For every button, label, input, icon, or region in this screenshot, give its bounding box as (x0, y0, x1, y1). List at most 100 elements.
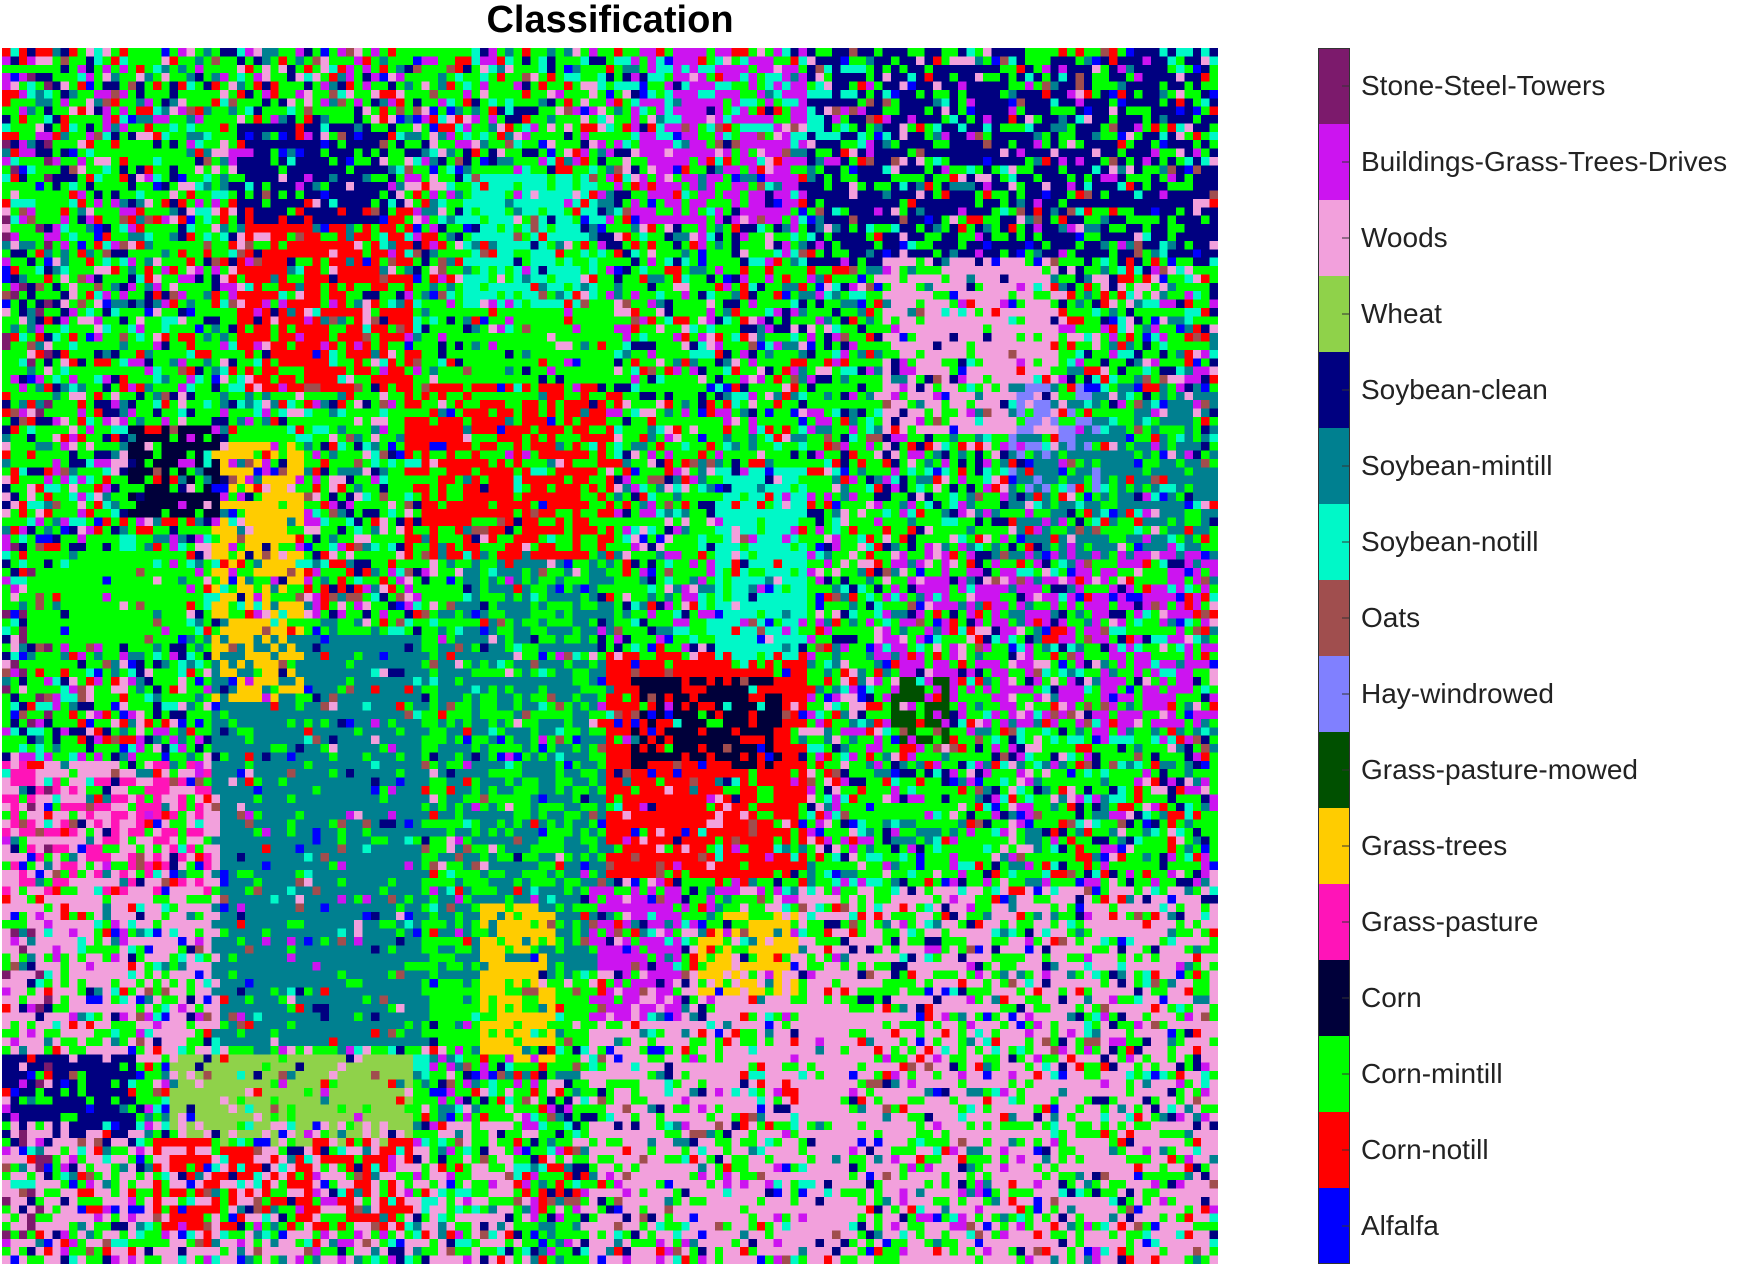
map-pixel-run (1134, 408, 1151, 417)
map-pixel-run (698, 333, 707, 342)
map-pixel-run (362, 291, 380, 300)
map-pixel-run (672, 316, 690, 325)
map-pixel-run (983, 224, 992, 233)
map-pixel-run (823, 341, 833, 350)
map-pixel-run (1025, 98, 1051, 107)
map-pixel-run (991, 165, 1000, 174)
map-pixel-run (916, 307, 925, 317)
map-pixel-run (882, 165, 891, 174)
map-pixel-run (924, 73, 933, 82)
map-pixel-run (396, 106, 405, 116)
map-pixel-run (220, 375, 229, 384)
map-pixel-run (656, 56, 665, 65)
map-pixel-run (538, 207, 548, 216)
map-pixel-run (1025, 123, 1034, 132)
map-pixel-run (622, 341, 631, 350)
map-pixel-run (1184, 316, 1193, 325)
map-pixel-run (941, 81, 959, 90)
map-pixel-run (513, 198, 564, 208)
map-pixel-run (1159, 416, 1193, 426)
map-pixel-run (798, 341, 808, 350)
map-pixel-run (35, 89, 44, 99)
map-pixel-run (228, 341, 237, 350)
map-pixel-run (379, 56, 388, 65)
map-pixel-run (723, 73, 740, 82)
map-pixel-run (958, 106, 967, 116)
map-pixel-run (597, 458, 623, 468)
map-pixel-run (161, 48, 170, 57)
map-pixel-run (220, 182, 229, 191)
map-pixel-run (1192, 266, 1218, 275)
map-pixel-run (672, 366, 682, 376)
map-pixel-run (505, 266, 514, 275)
map-pixel-run (52, 391, 61, 401)
map-pixel-run (563, 383, 573, 392)
map-pixel-run (647, 173, 657, 183)
map-pixel-run (823, 358, 833, 367)
map-pixel-run (890, 433, 908, 443)
map-pixel-run (1016, 148, 1026, 158)
map-pixel-run (1209, 131, 1218, 141)
map-pixel-run (387, 56, 413, 65)
map-pixel-run (161, 98, 170, 107)
map-pixel-run (983, 383, 992, 392)
map-pixel-run (781, 282, 799, 292)
map-pixel-run (1201, 207, 1218, 216)
map-pixel-run (1075, 48, 1084, 57)
map-pixel-run (136, 224, 145, 233)
map-pixel-run (681, 198, 690, 208)
map-pixel-run (27, 383, 36, 392)
map-pixel-run (69, 282, 78, 292)
map-pixel-run (1075, 442, 1084, 451)
map-pixel-run (698, 341, 707, 350)
map-pixel-run (1117, 416, 1135, 426)
map-pixel-run (312, 433, 330, 443)
map-pixel-run (882, 207, 891, 216)
map-pixel-run (505, 274, 514, 283)
map-pixel-run (345, 316, 355, 325)
map-pixel-run (840, 56, 850, 65)
map-pixel-run (974, 115, 984, 124)
map-pixel-run (748, 81, 757, 90)
map-pixel-run (496, 123, 506, 132)
map-pixel-run (211, 366, 221, 376)
map-pixel-run (823, 458, 833, 468)
map-pixel-run (2, 123, 11, 132)
map-pixel-run (773, 366, 782, 376)
map-pixel-run (1125, 442, 1135, 451)
map-pixel-run (832, 115, 841, 124)
map-pixel-run (161, 450, 187, 459)
map-pixel-run (2, 257, 11, 267)
map-pixel-run (882, 316, 891, 325)
map-pixel-run (689, 165, 707, 174)
map-pixel-run (387, 157, 405, 166)
map-pixel-run (186, 64, 195, 74)
map-pixel-run (1041, 190, 1051, 199)
map-pixel-run (698, 190, 715, 199)
map-pixel-run (756, 333, 766, 342)
map-pixel-run (739, 56, 749, 65)
map-pixel-run (370, 333, 380, 342)
map-pixel-run (983, 333, 992, 342)
map-pixel-run (823, 198, 900, 208)
map-pixel-run (622, 249, 631, 258)
map-pixel-run (916, 458, 925, 468)
map-pixel-run (1083, 400, 1093, 409)
map-pixel-run (111, 232, 128, 241)
map-pixel-run (69, 307, 78, 317)
map-pixel-run (739, 416, 749, 426)
map-pixel-run (496, 442, 514, 451)
map-pixel-run (605, 215, 615, 225)
map-pixel-run (773, 224, 782, 233)
map-pixel-run (1134, 73, 1143, 82)
map-pixel-run (412, 274, 422, 283)
map-pixel-run (958, 215, 967, 225)
map-pixel-run (35, 375, 44, 384)
map-pixel-run (949, 391, 975, 401)
map-pixel-run (513, 349, 522, 359)
map-pixel-run (798, 140, 808, 149)
map-pixel-run (1209, 240, 1218, 250)
map-pixel-run (1050, 375, 1059, 384)
map-pixel-run (672, 433, 682, 443)
map-pixel-run (597, 81, 606, 90)
